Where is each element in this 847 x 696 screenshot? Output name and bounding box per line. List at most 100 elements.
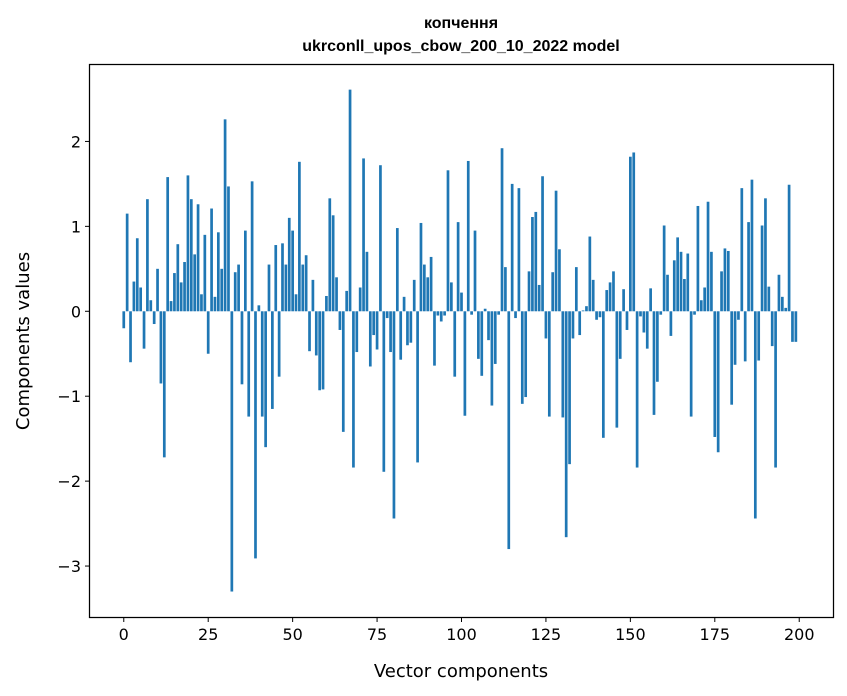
bar — [669, 311, 673, 336]
bar — [703, 287, 707, 312]
x-tick-label: 125 — [531, 625, 562, 644]
bar — [129, 311, 132, 363]
bar — [264, 311, 267, 448]
bar — [493, 311, 497, 364]
bar — [450, 282, 453, 312]
bar — [666, 274, 669, 312]
bar — [659, 311, 663, 315]
bar — [544, 311, 548, 339]
bar — [277, 311, 281, 377]
bar — [683, 279, 686, 312]
bar — [321, 311, 325, 390]
bar — [291, 230, 294, 312]
bar — [473, 230, 477, 312]
bar — [770, 311, 774, 347]
bar — [331, 215, 335, 312]
bar — [527, 271, 531, 312]
y-tick-label: −3 — [57, 557, 81, 576]
bar — [443, 311, 446, 316]
bar — [693, 311, 696, 315]
bar — [416, 311, 419, 463]
bar — [210, 208, 213, 312]
y-axis-ticks: −3 −2 −1 0 1 2 — [57, 132, 90, 576]
bar — [298, 161, 301, 312]
bar — [335, 277, 338, 312]
bar — [774, 311, 777, 468]
bar — [352, 311, 355, 468]
bar — [632, 152, 636, 312]
bar — [287, 217, 291, 312]
bar — [760, 225, 764, 312]
bar — [260, 311, 264, 417]
bar — [281, 243, 284, 312]
bar — [304, 255, 308, 312]
bar — [294, 294, 298, 312]
y-tick-label: 1 — [71, 217, 81, 236]
bar — [135, 238, 139, 312]
bar — [250, 181, 254, 312]
bar — [615, 311, 619, 428]
bar — [537, 284, 541, 312]
x-tick-label: 100 — [446, 625, 477, 644]
bar — [419, 222, 423, 312]
bar — [720, 271, 723, 312]
bar — [301, 264, 305, 312]
chart-subtitle: ukrconll_upos_cbow_200_10_2022 model — [302, 38, 619, 55]
bar — [355, 311, 359, 353]
bar — [477, 311, 480, 359]
bar — [203, 234, 207, 312]
bar — [206, 311, 210, 354]
bar — [713, 311, 717, 437]
bar — [568, 311, 571, 465]
bar — [433, 311, 436, 366]
bar — [601, 311, 605, 438]
bar — [216, 232, 220, 312]
bar — [605, 290, 609, 312]
bar — [328, 198, 332, 312]
bar — [426, 277, 430, 312]
bar — [531, 217, 534, 312]
bar — [764, 198, 767, 312]
bar — [699, 300, 703, 312]
x-tick-label: 150 — [615, 625, 646, 644]
bar — [716, 311, 720, 453]
bar — [247, 311, 251, 417]
bar — [726, 250, 730, 312]
bar — [314, 311, 318, 356]
bar — [176, 244, 180, 312]
x-tick-label: 200 — [784, 625, 815, 644]
bar — [571, 311, 575, 339]
bar — [507, 311, 511, 550]
bar — [402, 296, 406, 312]
bar — [541, 176, 544, 312]
bar — [504, 267, 507, 312]
bar — [733, 311, 737, 365]
bar — [652, 311, 656, 415]
bar — [439, 311, 443, 322]
bar — [547, 311, 551, 417]
y-tick-label: −2 — [57, 472, 81, 491]
bar — [480, 311, 484, 376]
bar — [787, 184, 791, 312]
bar — [791, 311, 794, 342]
bar — [598, 311, 602, 318]
bar — [365, 251, 369, 312]
bar — [412, 279, 416, 312]
bar — [551, 272, 555, 312]
bar — [173, 273, 176, 312]
bars-group — [122, 89, 798, 592]
bar — [358, 287, 362, 312]
bar — [520, 311, 524, 404]
bar — [500, 148, 504, 312]
bar — [240, 311, 244, 385]
x-axis-ticks: 0 25 50 75 100 125 150 175 200 — [119, 617, 815, 644]
bar — [284, 264, 288, 312]
bar — [723, 248, 727, 312]
bar — [574, 267, 578, 312]
bar — [341, 311, 345, 432]
bar — [436, 311, 440, 316]
bar — [325, 295, 328, 312]
bar — [585, 306, 588, 312]
bar — [338, 311, 342, 330]
bar — [382, 311, 386, 472]
